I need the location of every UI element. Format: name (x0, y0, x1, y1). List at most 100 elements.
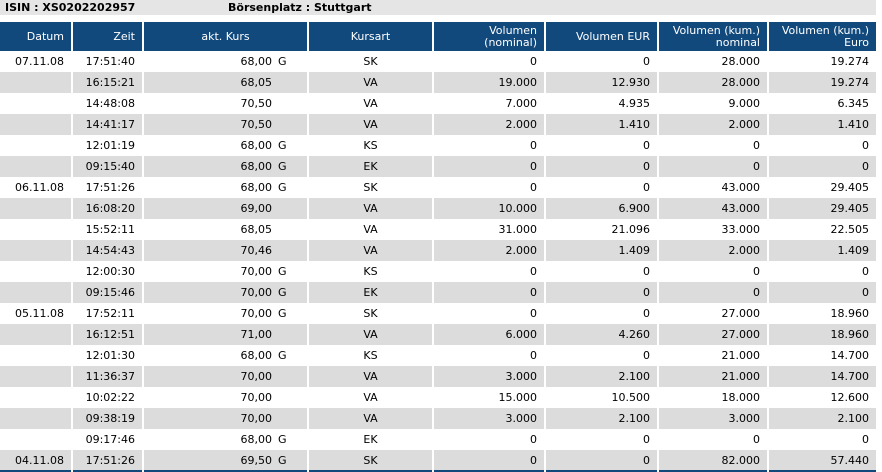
zeit-value: 12:01:30 (85, 349, 135, 362)
volumen-kum-euro-value: 0 (862, 286, 869, 299)
volumen-kum-euro-value: 57.440 (830, 453, 870, 467)
table-row: 09:15:46 70,00 G EK 0 0 0 0 (0, 282, 876, 303)
cell-zeit: 17:51:40 (71, 51, 143, 72)
kurs-wrap: 70,00 G (146, 307, 300, 320)
volumen-eur-value: 0 (643, 181, 650, 194)
kursart-value: VA (363, 412, 378, 425)
volumen-eur-value: 6.900 (618, 202, 651, 215)
cell-kursart: SK (307, 51, 433, 72)
cell-datum (0, 93, 72, 114)
cell-volumen-kum-nominal: 0 (657, 282, 768, 303)
kursart-value: VA (363, 76, 378, 89)
cell-datum (0, 408, 72, 429)
cell-zeit: 09:15:46 (71, 282, 143, 303)
cell-volumen-nominal: 0 (432, 261, 545, 282)
volumen-eur-value: 0 (643, 55, 650, 68)
cell-kursart: KS (307, 345, 433, 366)
cell-datum (0, 72, 72, 93)
volumen-kum-nominal-value: 3.000 (728, 412, 761, 425)
zeit-value: 11:36:37 (85, 370, 135, 383)
cell-zeit: 16:08:20 (71, 198, 143, 219)
cell-kurs: 69,50 G (142, 450, 308, 471)
zeit-value: 10:02:22 (85, 391, 135, 404)
cell-volumen-kum-nominal: 43.000 (657, 198, 768, 219)
cell-kursart: VA (307, 198, 433, 219)
volumen-kum-euro-value: 2.100 (837, 412, 870, 425)
cell-volumen-eur: 0 (544, 261, 658, 282)
cell-volumen-kum-nominal: 0 (657, 429, 768, 450)
cell-volumen-kum-nominal: 27.000 (657, 324, 768, 345)
volumen-kum-nominal-value: 33.000 (721, 223, 761, 236)
volumen-nominal-value: 0 (530, 160, 537, 173)
volumen-nominal-value: 3.000 (505, 370, 538, 383)
volumen-kum-euro-value: 6.345 (837, 97, 870, 110)
kurszusatz-value: G (278, 160, 287, 173)
volumen-kum-nominal-value: 9.000 (728, 97, 761, 110)
cell-volumen-nominal: 6.000 (432, 324, 545, 345)
cell-volumen-kum-euro: 14.700 (767, 345, 876, 366)
volumen-eur-value: 0 (643, 160, 650, 173)
cell-kursart: VA (307, 240, 433, 261)
volumen-eur-value: 0 (643, 139, 650, 152)
kursart-value: VA (363, 391, 378, 404)
cell-kurs: 69,00 (142, 198, 308, 219)
cell-volumen-eur: 0 (544, 429, 658, 450)
kurs-wrap: 69,50 G (146, 454, 300, 467)
volumen-nominal-value: 0 (530, 453, 537, 467)
cell-volumen-nominal: 0 (432, 156, 545, 177)
cell-zeit: 12:01:19 (71, 135, 143, 156)
cell-volumen-kum-euro: 29.405 (767, 177, 876, 198)
kurs-value: 70,50 (240, 97, 273, 110)
volumen-eur-value: 1.410 (618, 118, 651, 131)
cell-volumen-kum-euro: 2.100 (767, 408, 876, 429)
kurs-wrap: 68,00 G (146, 139, 300, 152)
cell-datum (0, 282, 72, 303)
cell-volumen-nominal: 2.000 (432, 114, 545, 135)
kurs-wrap: 68,05 (146, 223, 300, 236)
cell-volumen-kum-euro: 1.409 (767, 240, 876, 261)
kursart-value: KS (363, 349, 378, 362)
table-row: 14:48:08 70,50 VA 7.000 4.935 9.000 6.345 (0, 93, 876, 114)
zeit-value: 16:12:51 (85, 328, 135, 341)
volumen-kum-euro-value: 1.410 (837, 118, 870, 131)
volumen-eur-value: 4.935 (618, 97, 651, 110)
kurs-value: 68,00 (240, 433, 273, 446)
cell-kursart: EK (307, 156, 433, 177)
kurs-value: 69,00 (240, 202, 273, 215)
kurs-value: 70,00 (240, 307, 273, 320)
cell-volumen-kum-euro: 6.345 (767, 93, 876, 114)
cell-volumen-kum-nominal: 28.000 (657, 51, 768, 72)
zeit-value: 15:52:11 (85, 223, 135, 236)
cell-volumen-eur: 4.935 (544, 93, 658, 114)
zeit-value: 09:38:19 (85, 412, 135, 425)
column-header-vol_nominal: Volumen (nominal) (432, 22, 545, 51)
spacer (0, 15, 876, 22)
volumen-kum-nominal-value: 2.000 (728, 118, 761, 131)
volumen-eur-value: 2.100 (618, 412, 651, 425)
volumen-eur-value: 0 (643, 307, 650, 320)
cell-kurs: 70,00 G (142, 303, 308, 324)
table-row: 16:08:20 69,00 VA 10.000 6.900 43.000 29.405 (0, 198, 876, 219)
kursart-value: VA (363, 244, 378, 257)
cell-datum: 04.11.08 (0, 450, 72, 471)
cell-volumen-nominal: 0 (432, 282, 545, 303)
cell-volumen-kum-nominal: 28.000 (657, 72, 768, 93)
cell-kursart: VA (307, 366, 433, 387)
cell-volumen-kum-euro: 0 (767, 282, 876, 303)
volumen-nominal-value: 10.000 (498, 202, 538, 215)
cell-kursart: KS (307, 135, 433, 156)
table-row: 14:54:43 70,46 VA 2.000 1.409 2.000 1.409 (0, 240, 876, 261)
cell-volumen-kum-euro: 22.505 (767, 219, 876, 240)
cell-kursart: KS (307, 261, 433, 282)
cell-kursart: EK (307, 429, 433, 450)
cell-zeit: 17:52:11 (71, 303, 143, 324)
cell-kursart: EK (307, 282, 433, 303)
table-row: 06.11.08 17:51:26 68,00 G SK 0 0 43.000 29.405 (0, 177, 876, 198)
volumen-kum-nominal-value: 27.000 (721, 328, 761, 341)
cell-volumen-kum-nominal: 33.000 (657, 219, 768, 240)
cell-volumen-nominal: 7.000 (432, 93, 545, 114)
volumen-kum-euro-value: 0 (862, 433, 869, 446)
kurs-value: 70,00 (240, 391, 273, 404)
cell-volumen-eur: 0 (544, 345, 658, 366)
column-header-label: (nominal) (484, 35, 537, 49)
